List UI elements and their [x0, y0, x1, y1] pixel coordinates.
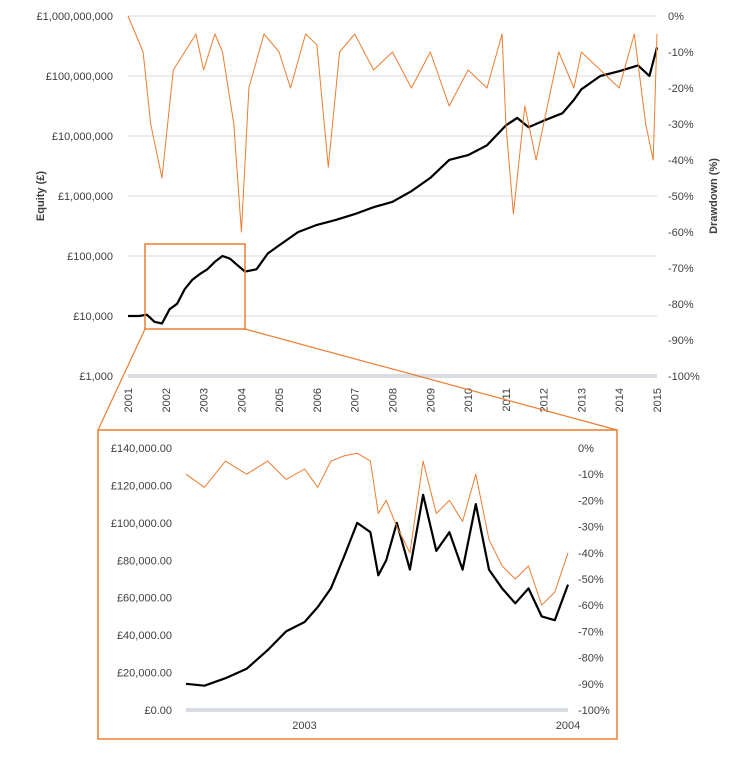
y2-tick-label: -80%	[668, 299, 694, 311]
y-tick-label: £100,000,000	[46, 71, 113, 83]
y2-tick-label: 0%	[668, 11, 684, 23]
x-tick-label: 2007	[350, 388, 362, 412]
y-tick-label: £1,000,000	[58, 191, 113, 203]
equity-series-line	[128, 47, 659, 325]
x-tick-label: 2010	[463, 388, 475, 412]
y-axis-title: Equity (£)	[35, 171, 47, 221]
drawdown-series-line	[127, 15, 658, 233]
y2-tick-label: -50%	[578, 574, 604, 586]
x-tick-label: 2014	[614, 388, 626, 412]
y-tick-label: £10,000,000	[52, 131, 113, 143]
y2-tick-label: -10%	[668, 47, 694, 59]
x-tick-label: 2012	[539, 388, 551, 412]
zoom-connector-left	[97, 328, 146, 431]
x-tick-label: 2006	[312, 388, 324, 412]
x-tick-label: 2013	[576, 388, 588, 412]
x-tick-label: 2015	[652, 388, 664, 412]
y2-tick-label: -70%	[668, 263, 694, 275]
y2-tick-label: -90%	[668, 335, 694, 347]
y-tick-label: £40,000.00	[117, 630, 172, 642]
y2-tick-label: -100%	[578, 705, 610, 717]
y2-tick-label: 0%	[578, 443, 594, 455]
x-tick-label: 2008	[388, 388, 400, 412]
y-tick-label: £1,000	[79, 371, 113, 383]
y2-tick-label: -10%	[578, 469, 604, 481]
y-tick-label: £0.00	[144, 705, 172, 717]
x-tick-label: 2009	[425, 388, 437, 412]
y2-tick-label: -60%	[668, 227, 694, 239]
y2-tick-label: -90%	[578, 679, 604, 691]
y2-tick-label: -20%	[578, 495, 604, 507]
y2-tick-label: -40%	[578, 548, 604, 560]
x-tick-label: 2005	[274, 388, 286, 412]
drawdown-series-line	[185, 452, 569, 606]
x-tick-label: 2004	[236, 388, 248, 412]
y2-axis-title: Drawdown (%)	[708, 158, 720, 234]
y-tick-label: £10,000	[73, 311, 113, 323]
y-tick-label: £120,000.00	[111, 480, 172, 492]
y2-tick-label: -40%	[668, 155, 694, 167]
x-tick-label: 2003	[292, 720, 316, 732]
x-tick-label: 2003	[199, 388, 211, 412]
y-tick-label: £20,000.00	[117, 668, 172, 680]
y-tick-label: £60,000.00	[117, 593, 172, 605]
y2-tick-label: -70%	[578, 626, 604, 638]
zoom-connector-right	[244, 328, 618, 431]
y2-tick-label: -60%	[578, 600, 604, 612]
inset-frame	[97, 429, 618, 740]
zoom-highlight-box	[144, 243, 246, 330]
y2-tick-label: -100%	[668, 371, 700, 383]
equity-series-line	[185, 493, 570, 687]
y-tick-label: £100,000	[67, 251, 113, 263]
x-tick-label: 2001	[123, 388, 135, 412]
x-tick-label: 2004	[556, 720, 580, 732]
y2-tick-label: -20%	[668, 83, 694, 95]
y2-tick-label: -50%	[668, 191, 694, 203]
y2-tick-label: -30%	[578, 522, 604, 534]
y2-tick-label: -30%	[668, 119, 694, 131]
y-tick-label: £140,000.00	[111, 443, 172, 455]
y-tick-label: £80,000.00	[117, 555, 172, 567]
y2-tick-label: -80%	[578, 653, 604, 665]
x-tick-label: 2002	[161, 388, 173, 412]
y-tick-label: £100,000.00	[111, 518, 172, 530]
y-tick-label: £1,000,000,000	[37, 11, 113, 23]
